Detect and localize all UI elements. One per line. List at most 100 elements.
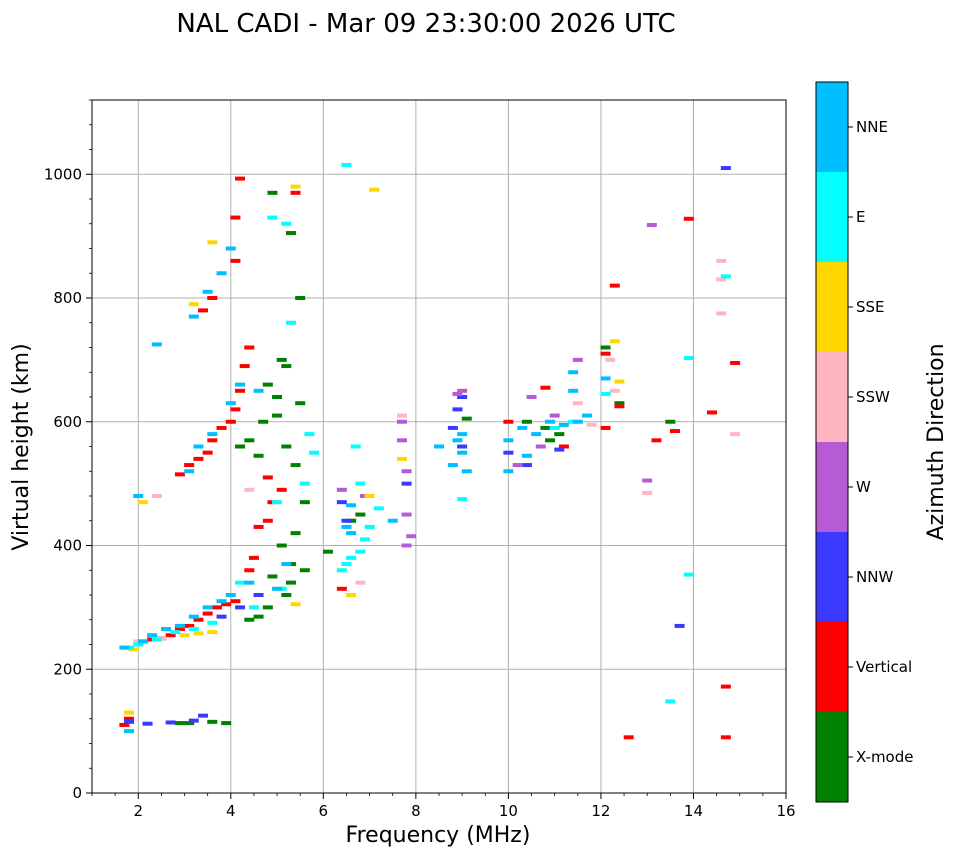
- echo-point: [609, 283, 620, 288]
- echo-point: [239, 364, 250, 369]
- x-tick-label: 12: [591, 802, 610, 820]
- colorbar-segment: [816, 622, 848, 712]
- echo-point: [572, 419, 583, 424]
- echo-point: [706, 410, 717, 415]
- echo-point: [512, 463, 523, 468]
- echo-point: [730, 360, 741, 365]
- echo-point: [133, 642, 144, 647]
- echo-point: [646, 222, 657, 227]
- echo-point: [359, 537, 370, 542]
- echo-point: [188, 302, 199, 307]
- echo-point: [235, 580, 246, 585]
- echo-point: [151, 494, 162, 498]
- echo-point: [225, 246, 236, 251]
- echo-point: [248, 605, 259, 610]
- echo-point: [207, 432, 218, 437]
- echo-point: [336, 487, 347, 492]
- echo-point: [600, 391, 611, 396]
- echo-point: [396, 438, 407, 443]
- echo-point: [258, 419, 269, 424]
- echo-point: [730, 432, 741, 437]
- echo-point: [568, 370, 579, 375]
- echo-point: [290, 190, 301, 195]
- y-tick-label: 200: [53, 660, 82, 678]
- echo-point: [535, 444, 546, 449]
- echo-point: [211, 605, 222, 610]
- echo-point: [230, 599, 241, 604]
- echo-point: [272, 413, 283, 418]
- echo-point: [600, 376, 611, 381]
- x-tick-label: 14: [684, 802, 703, 820]
- echo-point: [720, 166, 731, 171]
- echo-point: [461, 469, 472, 474]
- echo-point: [683, 356, 694, 361]
- echo-point: [554, 432, 565, 437]
- echo-point: [299, 481, 310, 486]
- echo-point: [202, 450, 213, 455]
- echo-point: [364, 494, 375, 498]
- echo-point: [230, 407, 241, 412]
- echo-point: [401, 469, 412, 474]
- echo-point: [572, 401, 583, 406]
- echo-point: [346, 503, 357, 508]
- echo-point: [230, 258, 241, 263]
- echo-point: [230, 215, 241, 220]
- echo-point: [216, 599, 227, 604]
- echo-point: [174, 627, 185, 632]
- echo-point: [401, 543, 412, 548]
- echo-point: [350, 444, 361, 449]
- echo-point: [396, 419, 407, 424]
- echo-point: [669, 429, 680, 434]
- echo-point: [521, 453, 532, 458]
- echo-point: [285, 580, 296, 585]
- echo-point: [373, 506, 384, 511]
- echo-point: [582, 413, 593, 418]
- echo-point: [184, 623, 195, 628]
- echo-point: [447, 463, 458, 468]
- echo-point: [401, 481, 412, 486]
- echo-point: [184, 469, 195, 474]
- echo-point: [174, 721, 185, 726]
- echo-point: [244, 345, 255, 350]
- echo-point: [457, 395, 468, 399]
- echo-point: [225, 419, 236, 424]
- echo-point: [276, 543, 287, 548]
- echo-point: [720, 274, 731, 279]
- echo-point: [295, 296, 306, 300]
- echo-point: [207, 630, 218, 635]
- echo-point: [202, 289, 213, 294]
- x-axis-label: Frequency (MHz): [346, 823, 531, 848]
- echo-point: [457, 497, 468, 502]
- echo-point: [151, 637, 162, 642]
- echo-point: [184, 721, 195, 726]
- echo-point: [355, 580, 366, 585]
- echo-point: [674, 623, 685, 628]
- echo-point: [336, 568, 347, 573]
- echo-point: [124, 719, 135, 724]
- data-points: [119, 162, 741, 740]
- echo-point: [193, 456, 204, 461]
- echo-point: [244, 580, 255, 585]
- colorbar-segment: [816, 262, 848, 352]
- echo-point: [198, 713, 209, 718]
- echo-point: [457, 450, 468, 455]
- echo-point: [720, 735, 731, 740]
- echo-point: [665, 419, 676, 424]
- echo-point: [609, 388, 620, 393]
- echo-point: [202, 611, 213, 616]
- echo-point: [545, 419, 556, 424]
- echo-point: [174, 472, 185, 477]
- azimuth-colorbar: X-mode Vertical NNW W SSW SSE E NNE: [815, 81, 913, 803]
- echo-point: [221, 602, 232, 607]
- y-tick-label: 1000: [44, 165, 82, 183]
- colorbar-category-label: SSW: [856, 388, 890, 406]
- echo-point: [346, 531, 357, 536]
- echo-point: [683, 216, 694, 221]
- echo-point: [244, 487, 255, 492]
- echo-point: [119, 722, 130, 727]
- echo-point: [276, 357, 287, 362]
- echo-point: [304, 432, 315, 437]
- echo-point: [586, 422, 597, 427]
- echo-point: [609, 339, 620, 344]
